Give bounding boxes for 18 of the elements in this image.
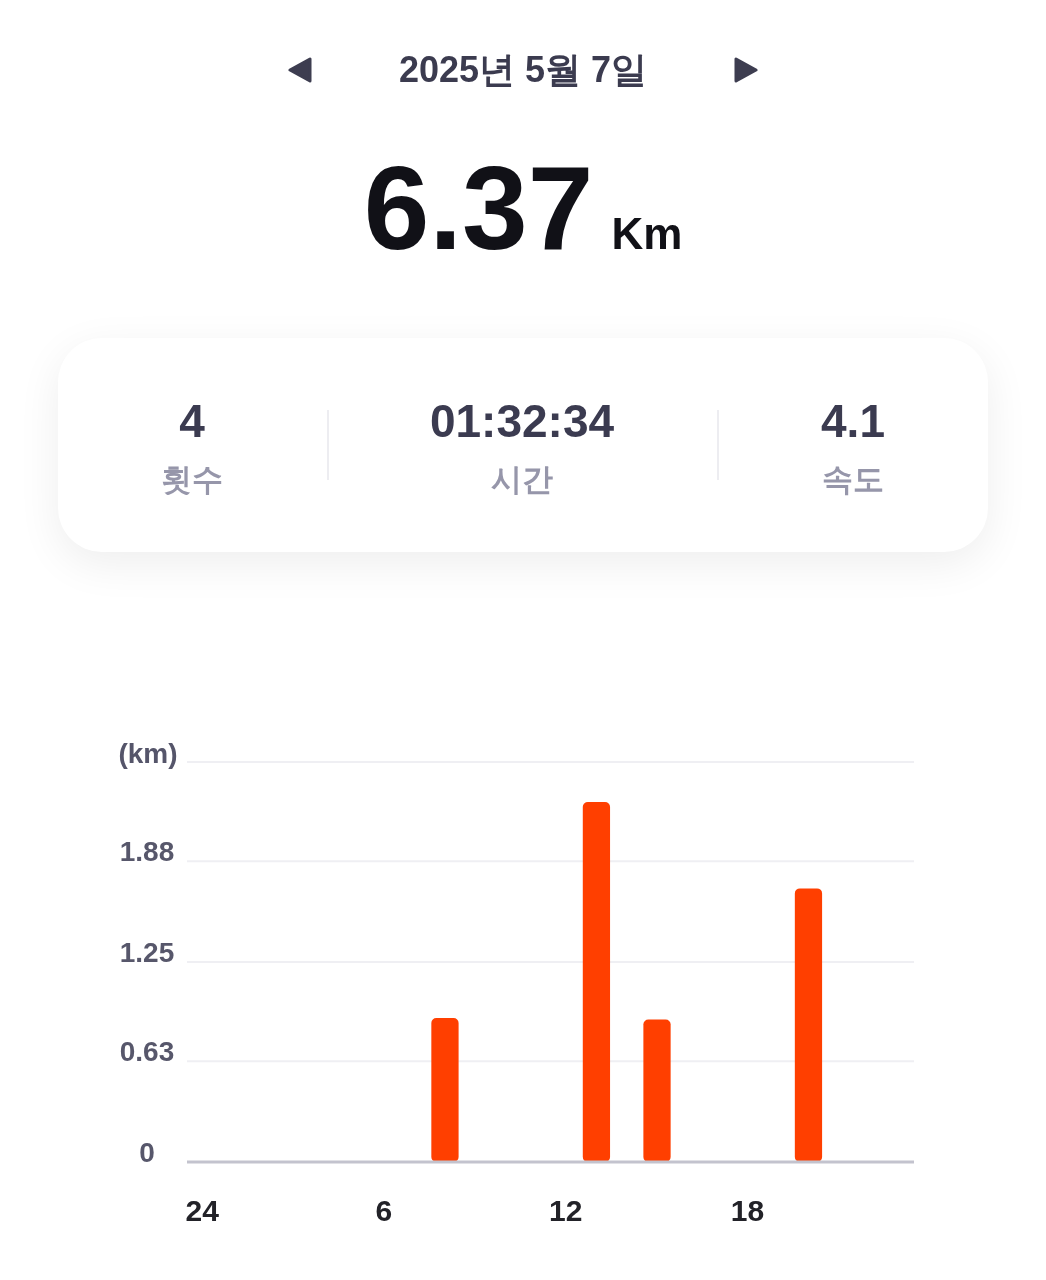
text: 시간 — [491, 462, 553, 497]
y-tick-label: 0.63 — [119, 1035, 175, 1067]
text: 횟수 — [161, 462, 223, 497]
text: 6.37 — [363, 142, 594, 274]
x-tick-label: 24 — [185, 1193, 220, 1227]
y-tick-label: 1.25 — [119, 936, 175, 968]
text: Km — [611, 209, 683, 258]
text: 4.1 — [821, 395, 885, 447]
text: 속도 — [822, 462, 884, 497]
text: 4 — [179, 395, 205, 447]
text: 01:32:34 — [429, 395, 615, 447]
x-tick-label: 12 — [548, 1193, 583, 1227]
y-axis-title: (km) — [118, 738, 178, 769]
x-tick-label: 6 — [375, 1193, 393, 1227]
y-tick-label: 1.88 — [119, 835, 175, 867]
x-tick-label: 18 — [730, 1193, 765, 1227]
y-tick-label: 0 — [139, 1136, 155, 1168]
chart-title: 2025년 5월 7일 — [398, 49, 648, 90]
